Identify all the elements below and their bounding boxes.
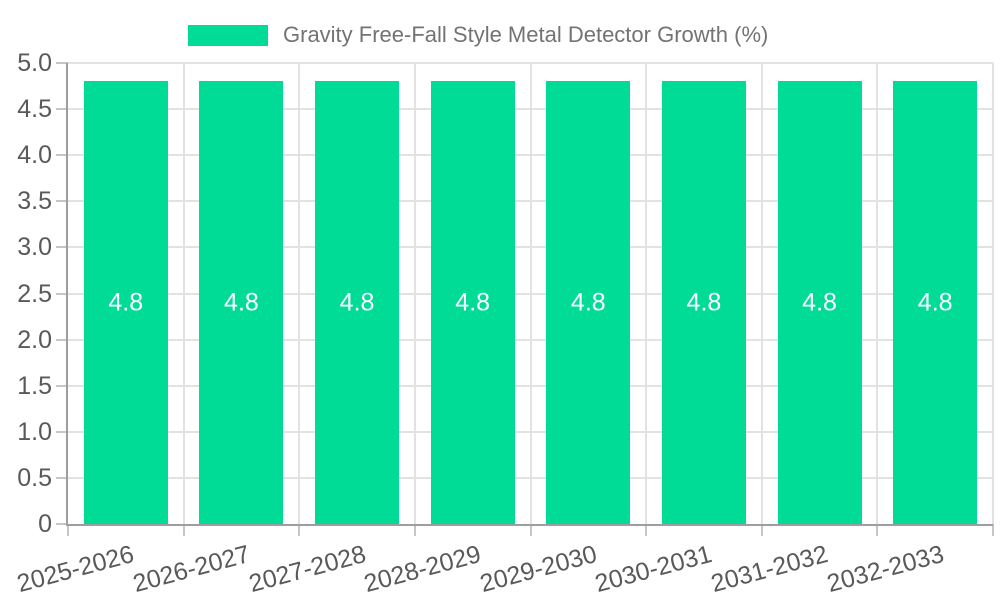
y-axis-label: 2.5 [17, 279, 52, 308]
y-axis-tick [56, 200, 68, 203]
x-gridline [645, 63, 648, 524]
x-axis-line [68, 524, 993, 526]
y-axis-label: 4.0 [17, 141, 52, 170]
x-gridline [413, 63, 416, 524]
x-axis-tick [645, 524, 648, 536]
legend-item[interactable]: Gravity Free-Fall Style Metal Detector G… [188, 22, 768, 48]
y-axis-label: 4.5 [17, 95, 52, 124]
bar: 4.8 [430, 81, 515, 524]
x-axis-label: 2031-2032 [708, 540, 831, 598]
y-axis-tick [56, 154, 68, 157]
bar: 4.8 [199, 81, 284, 524]
y-axis-tick [56, 108, 68, 111]
x-gridline [529, 63, 532, 524]
bar: 4.8 [661, 81, 746, 524]
legend-swatch [188, 24, 268, 46]
x-gridline [182, 63, 185, 524]
y-axis-label: 0.5 [17, 463, 52, 492]
x-gridline [298, 63, 301, 524]
y-axis-label: 5.0 [17, 49, 52, 77]
x-axis-tick [182, 524, 185, 536]
bar: 4.8 [546, 81, 631, 524]
y-axis-tick [56, 246, 68, 249]
x-axis-label: 2026-2027 [129, 540, 253, 598]
bar-value-label: 4.8 [224, 288, 259, 317]
y-axis-tick [56, 292, 68, 295]
bar-value-label: 4.8 [802, 288, 837, 317]
bar: 4.8 [83, 81, 168, 524]
y-axis-label: 1.0 [17, 417, 52, 446]
x-axis-label: 2029-2030 [476, 540, 600, 598]
y-axis-tick [56, 476, 68, 479]
y-axis-label: 3.5 [17, 187, 52, 216]
x-gridline [760, 63, 763, 524]
x-axis-tick [529, 524, 532, 536]
x-gridline [992, 63, 994, 524]
y-axis-label: 3.0 [17, 233, 52, 262]
x-axis-label: 2025-2026 [14, 540, 138, 598]
bar: 4.8 [315, 81, 400, 524]
x-axis-tick [67, 524, 69, 536]
y-axis-tick [56, 384, 68, 387]
y-axis-line [66, 63, 68, 526]
x-axis-tick [760, 524, 763, 536]
x-axis-tick [992, 524, 994, 536]
y-axis-tick [56, 338, 68, 341]
x-axis-label: 2027-2028 [245, 540, 369, 598]
bar-value-label: 4.8 [339, 288, 375, 317]
x-gridline [876, 63, 879, 524]
bar-value-label: 4.8 [570, 288, 606, 317]
y-axis-tick [56, 62, 68, 64]
y-axis-tick [56, 430, 68, 433]
x-axis-tick [298, 524, 301, 536]
bar: 4.8 [777, 81, 862, 524]
x-axis-tick [876, 524, 879, 536]
bar-value-label: 4.8 [686, 288, 722, 317]
bar-value-label: 4.8 [455, 288, 491, 317]
y-axis-label: 2.0 [17, 325, 52, 354]
bar: 4.8 [893, 81, 978, 524]
bar-value-label: 4.8 [917, 288, 953, 317]
y-axis-tick [56, 523, 68, 525]
y-axis-label: 1.5 [17, 371, 52, 400]
x-axis-label: 2028-2029 [361, 540, 484, 598]
x-axis-label: 2032-2033 [823, 540, 947, 598]
x-axis-label: 2030-2031 [592, 540, 716, 598]
y-axis-label: 0 [38, 510, 52, 538]
bar-value-label: 4.8 [108, 288, 144, 317]
x-axis-tick [413, 524, 416, 536]
legend-label: Gravity Free-Fall Style Metal Detector G… [283, 22, 769, 47]
